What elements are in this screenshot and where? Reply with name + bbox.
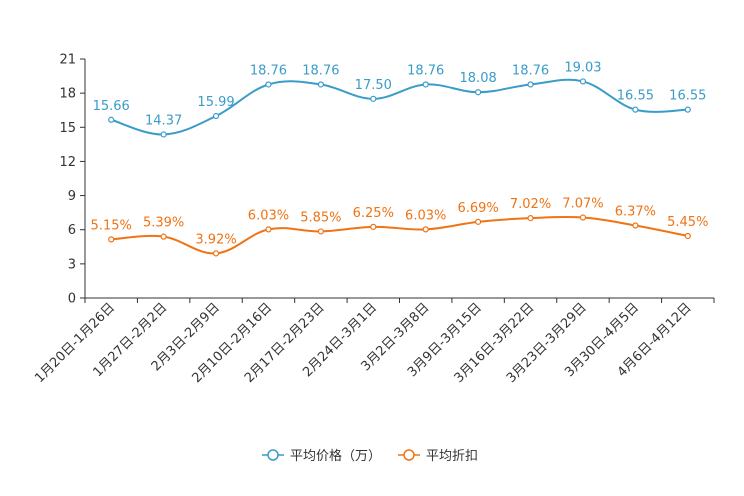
data-label: 6.25% <box>353 206 394 221</box>
series-line <box>111 215 688 255</box>
data-point[interactable] <box>265 81 272 88</box>
data-point[interactable] <box>632 222 639 229</box>
data-point[interactable] <box>684 106 691 113</box>
chart-series: 15.66 14.37 15.99 18.76 18.76 17.50 18.76 18.08… <box>91 60 708 257</box>
data-point[interactable] <box>265 226 272 233</box>
data-label: 7.02% <box>510 197 551 212</box>
data-label: 14.37 <box>145 113 182 128</box>
data-point[interactable] <box>475 89 482 96</box>
data-point[interactable] <box>475 218 482 225</box>
data-point[interactable] <box>317 81 324 88</box>
data-point[interactable] <box>108 236 115 243</box>
legend-label: 平均价格（万） <box>290 448 381 464</box>
data-label: 5.15% <box>91 218 132 233</box>
legend-label: 平均折扣 <box>426 449 478 464</box>
data-point[interactable] <box>370 95 377 102</box>
data-label: 15.66 <box>93 99 130 114</box>
y-tick-label: 15 <box>59 121 76 136</box>
data-label: 3.92% <box>195 232 236 247</box>
data-point[interactable] <box>317 228 324 235</box>
series-line <box>110 78 688 136</box>
data-label: 6.03% <box>248 208 289 223</box>
data-label: 16.55 <box>617 89 654 104</box>
series-avg-price: 15.66 14.37 15.99 18.76 18.76 17.50 18.76 18.08… <box>93 60 706 138</box>
data-label: 18.76 <box>512 63 549 78</box>
y-tick-label: 9 <box>68 189 76 204</box>
y-tick-label: 12 <box>59 155 76 170</box>
y-tick-label: 0 <box>68 292 76 307</box>
chart-legend[interactable]: 平均价格（万） 平均折扣 <box>262 448 478 464</box>
data-point[interactable] <box>684 232 691 240</box>
y-tick-label: 3 <box>68 257 76 272</box>
legend-marker-icon <box>267 449 279 461</box>
data-label: 15.99 <box>197 95 234 110</box>
legend-marker-icon <box>403 449 415 461</box>
data-point[interactable] <box>579 214 587 221</box>
y-tick-label: 21 <box>59 53 76 68</box>
data-point[interactable] <box>579 78 587 85</box>
data-label: 18.76 <box>302 63 339 78</box>
data-label: 19.03 <box>564 60 601 75</box>
data-label: 18.76 <box>250 63 287 78</box>
data-label: 5.85% <box>300 210 341 225</box>
data-point[interactable] <box>422 226 429 233</box>
data-label: 5.39% <box>143 216 184 231</box>
data-point[interactable] <box>160 233 167 240</box>
data-label: 18.76 <box>407 63 444 78</box>
data-label: 5.45% <box>667 215 708 230</box>
data-point[interactable] <box>370 223 377 230</box>
legend-item-avg-discount[interactable]: 平均折扣 <box>398 449 478 464</box>
data-label: 6.03% <box>405 208 446 223</box>
data-label: 16.55 <box>669 89 706 104</box>
data-point[interactable] <box>212 112 220 120</box>
y-tick-label: 18 <box>59 87 76 102</box>
data-point[interactable] <box>422 81 429 88</box>
data-label: 17.50 <box>355 78 392 93</box>
data-point[interactable] <box>160 131 167 138</box>
y-tick-label: 6 <box>68 223 76 238</box>
data-label: 7.07% <box>562 197 603 212</box>
data-point[interactable] <box>527 215 534 222</box>
data-label: 6.37% <box>615 205 656 220</box>
legend-item-avg-price[interactable]: 平均价格（万） <box>262 448 381 464</box>
data-label: 18.08 <box>460 71 497 86</box>
data-point[interactable] <box>212 250 220 257</box>
data-point[interactable] <box>527 81 534 88</box>
data-point[interactable] <box>632 106 639 113</box>
series-avg-discount: 5.15% 5.39% 3.92% 6.03% 5.85% 6.25% 6.03% 6.69%… <box>91 197 708 257</box>
data-label: 6.69% <box>457 201 498 216</box>
data-point[interactable] <box>108 116 115 123</box>
